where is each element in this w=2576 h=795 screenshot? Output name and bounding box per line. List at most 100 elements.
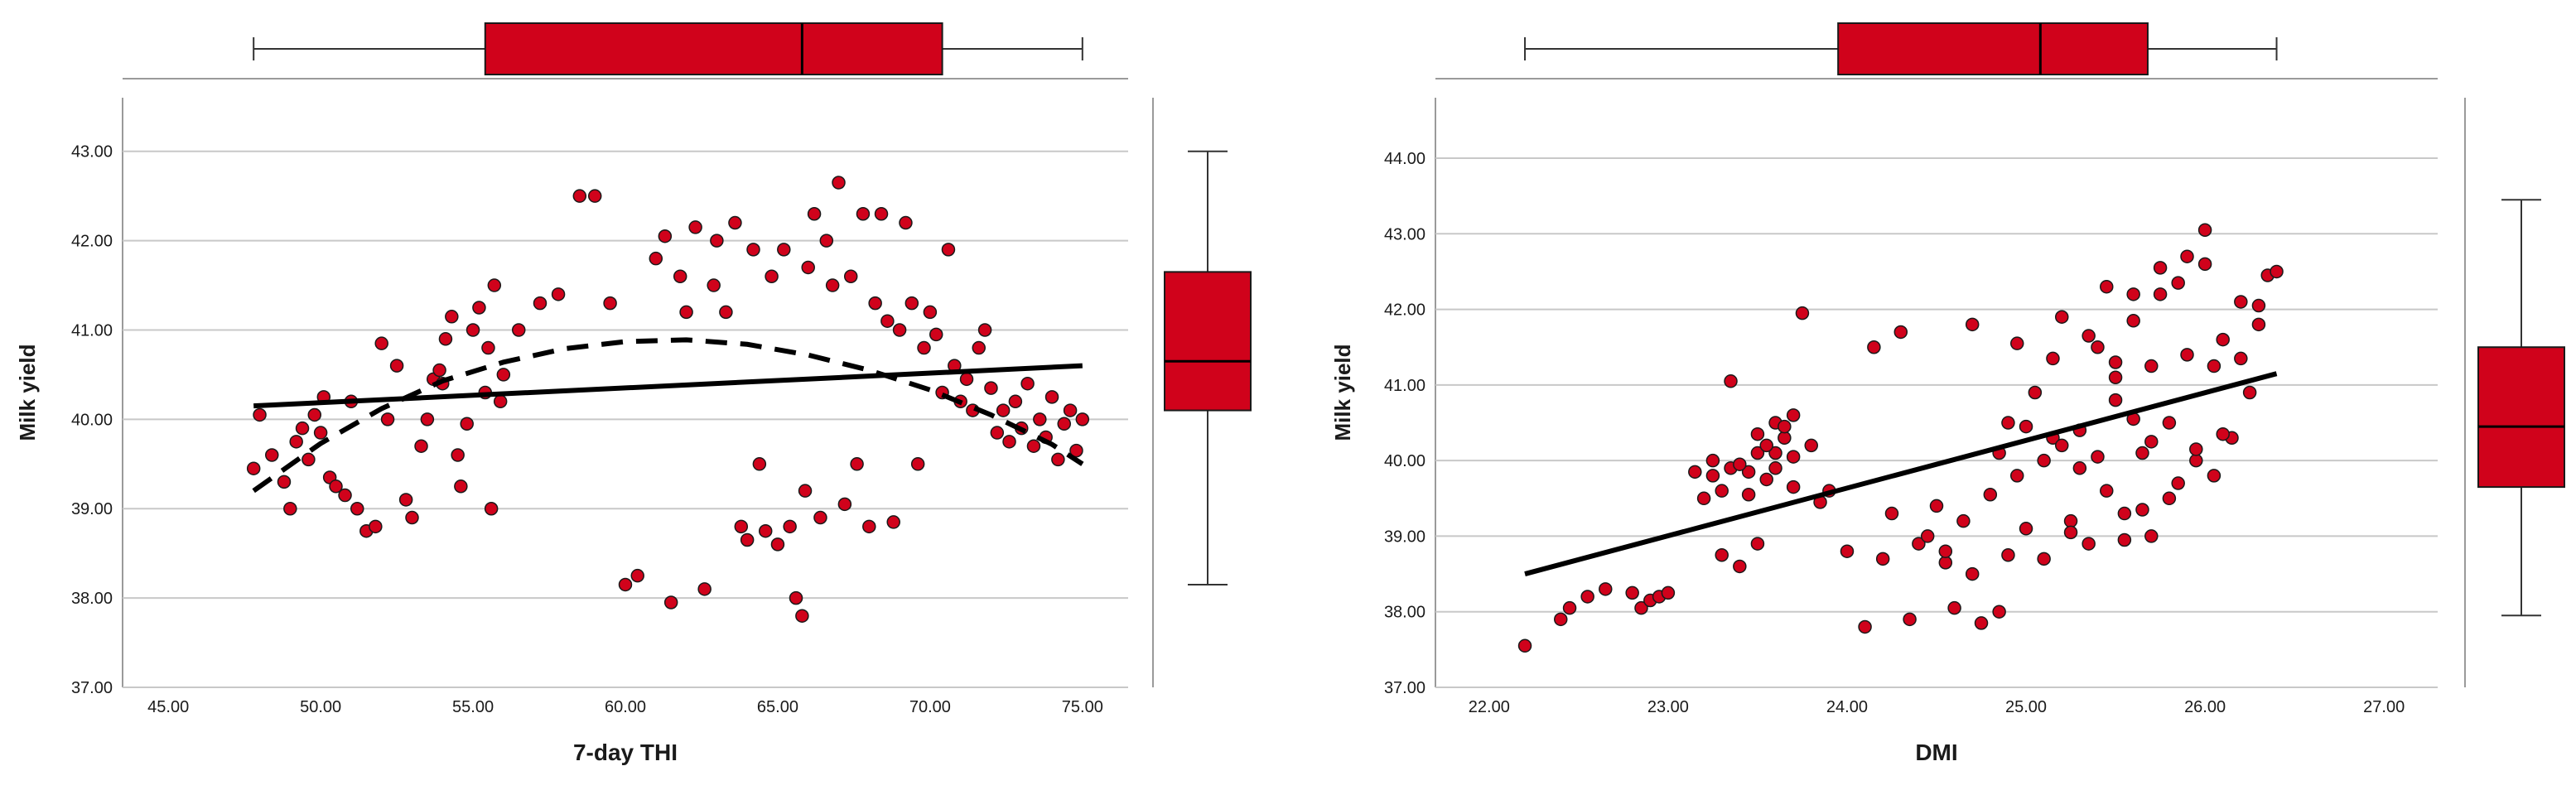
data-point [688,220,702,234]
chart-panel-thi: 37.00 38.00 39.00 40.00 41.00 42.00 43.00 45.0… [15,22,1252,765]
data-point [972,340,986,355]
data-point [1002,435,1016,449]
data-point [770,537,785,552]
data-point [2082,329,2096,343]
data-point [460,417,474,431]
data-point [2108,393,2123,407]
data-point [329,479,343,494]
data-point [1759,472,1773,487]
y-tick-label: 43.00 [1384,225,1425,243]
data-point [904,296,919,311]
x-tick-label: 23.00 [1647,698,1689,716]
data-point [2270,264,2284,279]
data-point [405,510,419,525]
fit-lines [252,337,1084,494]
data-point [1750,446,1765,460]
data-point [445,310,459,324]
data-point [789,590,803,605]
data-point [990,426,1005,440]
data-point [2001,548,2015,562]
y-tick-label: 43.00 [71,143,113,161]
data-point [2001,416,2015,430]
data-point [277,475,292,489]
data-point [2063,525,2078,540]
x-tick-label: 27.00 [2363,698,2405,716]
data-point [1634,600,1648,615]
y-tick-label: 44.00 [1384,150,1425,168]
data-point [484,501,499,516]
data-point [414,439,428,453]
data-point [801,260,815,275]
data-point [1795,306,1810,320]
data-point [740,532,755,547]
data-point [2009,469,2024,483]
data-point [1057,417,1071,431]
data-point [2234,351,2248,366]
data-point [438,332,453,346]
data-point [1733,559,1747,574]
data-point [1715,548,1729,562]
data-point [1867,340,1881,354]
data-point [493,394,508,409]
data-point [1625,585,1639,600]
y-tick-label: 37.00 [1384,679,1425,697]
data-point [996,403,1011,417]
data-point [1920,529,1935,543]
y-boxplot [1164,150,1252,585]
scatter-points [246,176,1090,623]
data-point [1750,426,1765,441]
data-point [856,206,871,221]
x-tick-labels: 22.00 23.00 24.00 25.00 26.00 27.00 [1469,698,2405,716]
data-point [2046,351,2060,366]
data-point [673,269,687,284]
data-point [752,457,767,471]
data-point [807,206,822,221]
data-point [1893,325,1908,340]
data-point [2197,223,2212,237]
data-point [454,479,468,494]
data-point [2189,442,2203,456]
data-point [1715,484,1729,498]
data-point [2126,287,2140,301]
data-point [1804,438,1818,453]
x-axis-title: 7-day THI [573,740,678,765]
data-point [1974,616,1989,630]
data-point [798,484,813,498]
data-point [719,305,733,320]
data-point [1599,582,1613,596]
data-point [2091,340,2105,354]
data-point [369,519,383,534]
data-point [1903,612,1917,627]
data-point [777,243,791,257]
y-axis-title: Milk yield [1330,344,1355,441]
data-point [2153,261,2168,275]
data-point [451,448,465,462]
data-point [2063,513,2078,528]
x-tick-label: 50.00 [300,698,341,716]
data-point [398,493,413,507]
data-point [2072,461,2087,475]
data-point [2144,529,2159,543]
data-point [1858,619,1872,634]
data-point [2091,450,2105,464]
data-point [2108,355,2123,369]
data-point [1992,605,2006,619]
data-point [2009,336,2024,350]
data-point [1051,452,1065,467]
data-point [2207,469,2221,483]
data-point [2108,370,2123,384]
data-point [587,189,602,203]
data-point [923,305,938,320]
data-point [2135,503,2149,517]
data-point [2019,522,2033,536]
data-point [765,269,779,284]
data-point [2037,453,2051,468]
x-tick-label: 45.00 [147,698,189,716]
data-point [1768,461,1782,475]
x-tick-label: 26.00 [2184,698,2226,716]
x-tick-label: 55.00 [452,698,494,716]
data-point [1517,638,1532,653]
data-point [1063,403,1078,417]
data-point [1733,457,1747,471]
